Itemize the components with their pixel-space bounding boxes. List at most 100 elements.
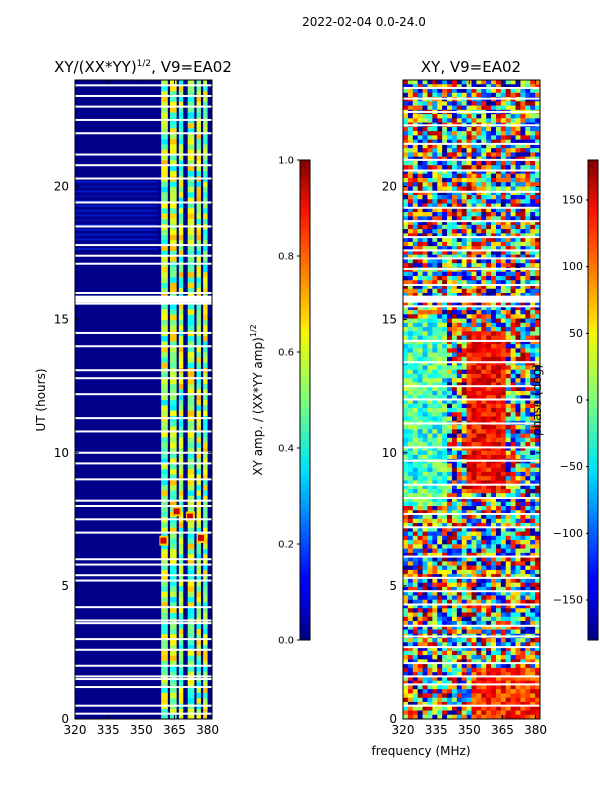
heatmap-cell (515, 344, 521, 349)
heatmap-cell (515, 339, 521, 345)
heatmap-cell (422, 190, 428, 196)
heatmap-cell (456, 80, 463, 85)
heatmap-cell (412, 207, 419, 213)
heatmap-cell (412, 497, 419, 503)
heatmap-cell (491, 284, 497, 290)
heatmap-cell (486, 335, 492, 341)
heatmap-cell (442, 552, 448, 558)
heatmap-cell (203, 585, 208, 592)
heatmap-cell (187, 239, 195, 246)
heatmap-cell (451, 493, 458, 498)
heatmap-cell (403, 416, 409, 422)
heatmap-cell (432, 361, 438, 366)
heatmap-cell (505, 701, 512, 707)
heatmap-cell (461, 557, 468, 562)
heatmap-cell (407, 625, 414, 630)
heatmap-cell (461, 412, 468, 417)
heatmap-cell (412, 408, 419, 413)
heatmap-cell (471, 429, 477, 434)
heatmap-cell (530, 195, 536, 200)
heatmap-cell (491, 361, 497, 366)
heatmap-cell (495, 595, 502, 601)
heatmap-cell (427, 327, 433, 332)
heatmap-cell (515, 437, 521, 443)
heatmap-cell (486, 497, 492, 503)
heatmap-cell (412, 484, 419, 490)
heatmap-cell (461, 378, 468, 383)
heatmap-cell (442, 101, 448, 106)
heatmap-cell (196, 234, 201, 241)
heatmap-cell (442, 114, 448, 119)
heatmap-cell (178, 80, 184, 86)
heatmap-cell (442, 676, 448, 682)
heatmap-cell (422, 467, 428, 473)
heatmap-cell (530, 527, 536, 532)
heatmap-cell (476, 531, 482, 537)
heatmap-cell (500, 527, 507, 532)
heatmap-cell (447, 126, 453, 132)
heatmap-cell (442, 118, 448, 123)
heatmap-cell (412, 646, 419, 652)
heatmap-cell (417, 548, 423, 554)
heatmap-cell (515, 497, 521, 503)
heatmap-cell (422, 471, 428, 477)
heatmap-cell (476, 416, 482, 422)
heatmap-cell (403, 527, 409, 532)
heatmap-cell (456, 182, 463, 187)
heatmap-cell (476, 650, 482, 656)
heatmap-cell (535, 429, 540, 434)
heatmap-cell (407, 501, 414, 507)
heatmap-cell (203, 623, 208, 629)
heatmap-cell (456, 672, 463, 677)
heatmap-cell (486, 305, 492, 311)
heatmap-cell (417, 514, 423, 520)
heatmap-cell (161, 532, 168, 539)
heatmap-cell (500, 582, 507, 588)
heatmap-cell (515, 684, 521, 690)
heatmap-cell (432, 693, 438, 699)
heatmap-cell (447, 501, 453, 507)
heatmap-cell (417, 190, 423, 196)
heatmap-cell (412, 493, 419, 498)
heatmap-cell (471, 177, 477, 183)
heatmap-cell (515, 220, 521, 226)
heatmap-cell (178, 426, 184, 432)
heatmap-cell (525, 263, 531, 268)
heatmap-cell (515, 378, 521, 383)
heatmap-cell (161, 149, 168, 156)
heatmap-cell (412, 182, 419, 187)
heatmap-cell (403, 177, 409, 183)
heatmap-cell (196, 149, 201, 156)
heatmap-cell (515, 450, 521, 456)
heatmap-cell (530, 105, 536, 111)
heatmap-cell (178, 159, 184, 166)
heatmap-cell (491, 310, 497, 315)
heatmap-cell (500, 352, 507, 358)
heatmap-cell (456, 706, 463, 711)
heatmap-cell (510, 148, 516, 153)
heatmap-cell (495, 139, 502, 145)
heatmap-cell (525, 565, 531, 571)
heatmap-cell (447, 220, 453, 226)
heatmap-cell (451, 271, 458, 277)
heatmap-cell (196, 239, 201, 246)
heatmap-cell (515, 416, 521, 422)
heatmap-cell (417, 642, 423, 647)
heatmap-cell (437, 143, 443, 149)
heatmap-cell (432, 433, 438, 439)
heatmap-cell (515, 569, 521, 575)
heatmap-cell (170, 111, 177, 118)
heatmap-cell (515, 190, 521, 196)
heatmap-cell (500, 412, 507, 417)
heatmap-cell (466, 527, 472, 532)
heatmap-cell (422, 344, 428, 349)
heatmap-cell (476, 467, 482, 473)
heatmap-cell (535, 126, 540, 132)
heatmap-cell (170, 213, 177, 219)
heatmap-cell (178, 399, 184, 406)
heatmap-cell (505, 237, 512, 243)
heatmap-cell (412, 361, 419, 366)
heatmap-cell (403, 403, 409, 409)
heatmap-cell (495, 152, 502, 158)
heatmap-cell (427, 126, 433, 132)
